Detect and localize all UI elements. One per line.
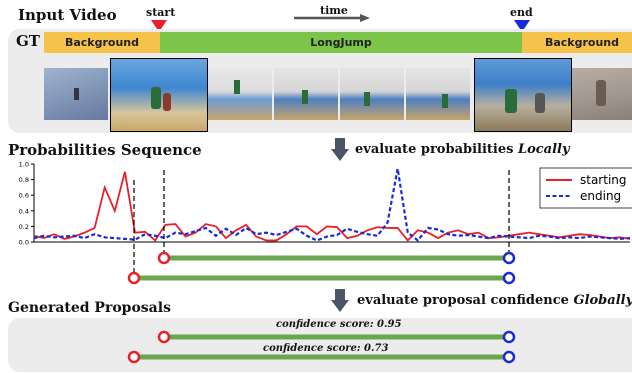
down-arrow-icon-1: [331, 138, 349, 161]
proposals-panel: [8, 318, 632, 372]
video-frame-7: [474, 58, 572, 132]
proposals-title: Generated Proposals: [8, 300, 171, 316]
video-frame-1: [44, 68, 108, 120]
candidate-start-node-1: [157, 251, 171, 265]
video-frame-8: [572, 68, 632, 120]
proposals-note-prefix: evaluate proposal confidence: [357, 293, 574, 308]
end-label: end: [510, 6, 533, 19]
probabilities-note-emphasis: Locally: [517, 142, 570, 157]
series-line-starting: [33, 171, 631, 242]
y-tick-label: 0.4: [19, 207, 29, 215]
probabilities-title: Probabilities Sequence: [8, 141, 202, 159]
peak-connectors: [133, 170, 510, 276]
legend-label-ending: ending: [580, 189, 621, 203]
final-proposals: [127, 330, 516, 364]
candidate-start-node-2: [127, 271, 141, 285]
probability-chart: 0.0 0.2 0.4 0.6 0.8 1.0 starting ending: [19, 161, 632, 247]
legend-label-starting: starting: [580, 173, 627, 187]
proposals-note-emphasis: Globally: [573, 293, 632, 308]
final-start-node-1: [157, 330, 171, 344]
final-end-node-1: [502, 330, 516, 344]
time-arrow-icon: [294, 14, 370, 22]
probabilities-note: evaluate probabilities Locally: [355, 142, 570, 157]
series-line-ending: [33, 168, 631, 242]
start-label: start: [146, 6, 176, 19]
y-tick-label: 0.0: [19, 239, 29, 247]
down-arrow-icon-2: [331, 289, 349, 312]
gt-segment-background-start: Background: [44, 32, 160, 53]
y-tick-label: 1.0: [19, 161, 29, 169]
gt-segment-longjump: LongJump: [160, 32, 522, 53]
final-end-node-2: [502, 350, 516, 364]
candidate-proposals: [127, 251, 516, 285]
y-tick-label: 0.2: [19, 223, 29, 231]
gt-label: GT: [16, 32, 40, 50]
video-frame-4: [274, 68, 338, 120]
start-marker-icon: [151, 20, 167, 32]
legend-box: [539, 167, 632, 209]
video-frame-5: [340, 68, 404, 120]
final-start-node-2: [127, 350, 141, 364]
candidate-end-node-2: [502, 271, 516, 285]
confidence-label-1: confidence score: 0.95: [276, 319, 402, 330]
confidence-label-2: confidence score: 0.73: [263, 343, 389, 354]
video-frame-3: [208, 68, 272, 120]
gt-segment-background-end: Background: [522, 32, 632, 53]
video-frame-6: [406, 68, 470, 120]
proposals-note: evaluate proposal confidence Globally: [357, 293, 632, 308]
y-tick-label: 0.8: [19, 176, 29, 184]
input-video-title: Input Video: [18, 6, 117, 24]
probabilities-note-prefix: evaluate probabilities: [355, 142, 518, 157]
time-label: time: [320, 4, 348, 17]
end-marker-icon: [514, 20, 530, 32]
candidate-end-node-1: [502, 251, 516, 265]
y-tick-label: 0.6: [19, 192, 29, 200]
video-frame-2: [110, 58, 208, 132]
